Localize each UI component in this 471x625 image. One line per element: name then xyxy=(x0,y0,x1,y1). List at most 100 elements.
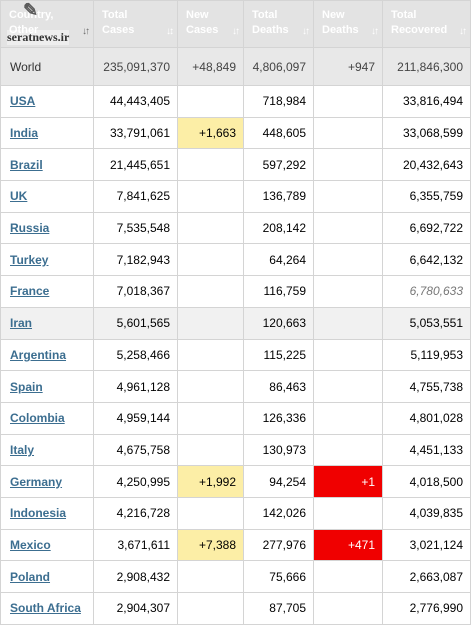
new-cases: +1,992 xyxy=(177,465,244,498)
table-row: UK 7,841,625 136,789 6,355,759 xyxy=(0,180,471,213)
sort-icon: ↓↕ xyxy=(166,26,174,37)
header-total-cases[interactable]: Total Cases ↓↕ xyxy=(93,0,178,48)
total-recovered: 5,119,953 xyxy=(382,338,471,372)
country-link[interactable]: Colombia xyxy=(10,411,65,426)
country-link[interactable]: Spain xyxy=(10,379,43,394)
country-name: South Africa xyxy=(0,592,94,625)
country-name: Mexico xyxy=(0,528,94,562)
header-country[interactable]: Country, Other ↓↑ ✎ seratnews.ir xyxy=(0,0,94,48)
header-total-deaths[interactable]: Total Deaths ↓↑ xyxy=(243,0,314,48)
country-link[interactable]: Poland xyxy=(10,569,51,584)
total-cases: 4,216,728 xyxy=(93,496,178,530)
country-name: Argentina xyxy=(0,338,94,372)
table-row: Argentina 5,258,466 115,225 5,119,953 xyxy=(0,338,471,372)
country-link[interactable]: Iran xyxy=(10,316,33,331)
country-link[interactable]: France xyxy=(10,284,50,299)
total-recovered: 4,451,133 xyxy=(382,433,471,467)
total-cases: 7,018,367 xyxy=(93,275,178,308)
total-deaths: 4,806,097 xyxy=(243,47,314,86)
total-recovered: 6,642,132 xyxy=(382,243,471,277)
total-cases: 7,535,548 xyxy=(93,211,178,245)
table-row: Brazil 21,445,651 597,292 20,432,643 xyxy=(0,148,471,182)
table-row: France 7,018,367 116,759 6,780,633 xyxy=(0,275,471,308)
new-cases xyxy=(177,306,244,340)
new-deaths xyxy=(313,306,383,340)
new-cases xyxy=(177,433,244,467)
new-cases xyxy=(177,243,244,277)
new-cases xyxy=(177,401,244,435)
total-recovered: 33,816,494 xyxy=(382,85,471,118)
new-deaths: +1 xyxy=(313,465,383,498)
country-link[interactable]: Indonesia xyxy=(10,506,67,521)
country-link[interactable]: South Africa xyxy=(10,601,81,616)
table-row: Russia 7,535,548 208,142 6,692,722 xyxy=(0,211,471,245)
table-row: Iran 5,601,565 120,663 5,053,551 xyxy=(0,306,471,340)
country-name: UK xyxy=(0,180,94,213)
total-deaths: 75,666 xyxy=(243,560,314,593)
total-deaths: 130,973 xyxy=(243,433,314,467)
new-cases xyxy=(177,211,244,245)
country-link[interactable]: India xyxy=(10,126,39,141)
new-cases xyxy=(177,370,244,403)
new-deaths xyxy=(313,560,383,593)
total-recovered: 2,776,990 xyxy=(382,592,471,625)
total-deaths: 87,705 xyxy=(243,592,314,625)
country-link[interactable]: Italy xyxy=(10,442,35,457)
total-deaths: 136,789 xyxy=(243,180,314,213)
new-deaths xyxy=(313,275,383,308)
new-deaths xyxy=(313,116,383,150)
table-row: USA 44,443,405 718,984 33,816,494 xyxy=(0,85,471,118)
total-recovered: 2,663,087 xyxy=(382,560,471,593)
sort-icon: ↓↑ xyxy=(371,26,379,37)
watermark-logo: ✎ seratnews.ir xyxy=(7,1,70,45)
sort-icon: ↓↑ xyxy=(232,26,240,37)
new-deaths xyxy=(313,85,383,118)
world-row: World 235,091,370 +48,849 4,806,097 +947… xyxy=(0,47,471,86)
new-cases xyxy=(177,560,244,593)
total-cases: 21,445,651 xyxy=(93,148,178,182)
total-recovered: 3,021,124 xyxy=(382,528,471,562)
country-name: India xyxy=(0,116,94,150)
table-row: Colombia 4,959,144 126,336 4,801,028 xyxy=(0,401,471,435)
country-link[interactable]: Mexico xyxy=(10,537,51,552)
new-deaths xyxy=(313,592,383,625)
sort-icon: ↓↑ xyxy=(302,26,310,37)
new-cases xyxy=(177,592,244,625)
table-row: Germany 4,250,995 +1,992 94,254 +1 4,018,500 xyxy=(0,465,471,498)
header-total-recovered[interactable]: Total Recovered ↓↑ xyxy=(382,0,471,48)
table-row: Poland 2,908,432 75,666 2,663,087 xyxy=(0,560,471,593)
total-cases: 235,091,370 xyxy=(93,47,178,86)
total-cases: 4,250,995 xyxy=(93,465,178,498)
total-cases: 5,258,466 xyxy=(93,338,178,372)
country-link[interactable]: USA xyxy=(10,94,36,109)
country-name: Iran xyxy=(0,306,94,340)
country-link[interactable]: Turkey xyxy=(10,252,49,267)
total-cases: 7,841,625 xyxy=(93,180,178,213)
country-link[interactable]: UK xyxy=(10,189,28,204)
total-recovered: 4,801,028 xyxy=(382,401,471,435)
total-deaths: 597,292 xyxy=(243,148,314,182)
header-new-cases[interactable]: New Cases ↓↑ xyxy=(177,0,244,48)
total-cases: 2,904,307 xyxy=(93,592,178,625)
header-new-deaths[interactable]: New Deaths ↓↑ xyxy=(313,0,383,48)
total-cases: 4,675,758 xyxy=(93,433,178,467)
total-deaths: 718,984 xyxy=(243,85,314,118)
country-link[interactable]: Brazil xyxy=(10,157,43,172)
total-deaths: 142,026 xyxy=(243,496,314,530)
country-name: World xyxy=(0,47,94,86)
country-link[interactable]: Germany xyxy=(10,474,63,489)
country-name: Russia xyxy=(0,211,94,245)
total-deaths: 115,225 xyxy=(243,338,314,372)
total-cases: 4,961,128 xyxy=(93,370,178,403)
total-deaths: 448,605 xyxy=(243,116,314,150)
country-link[interactable]: Argentina xyxy=(10,347,67,362)
total-deaths: 94,254 xyxy=(243,465,314,498)
country-link[interactable]: Russia xyxy=(10,221,50,236)
sort-icon: ↓↑ xyxy=(459,26,467,37)
total-deaths: 126,336 xyxy=(243,401,314,435)
total-recovered: 4,755,738 xyxy=(382,370,471,403)
table-row: South Africa 2,904,307 87,705 2,776,990 xyxy=(0,592,471,625)
new-deaths xyxy=(313,148,383,182)
new-deaths xyxy=(313,243,383,277)
